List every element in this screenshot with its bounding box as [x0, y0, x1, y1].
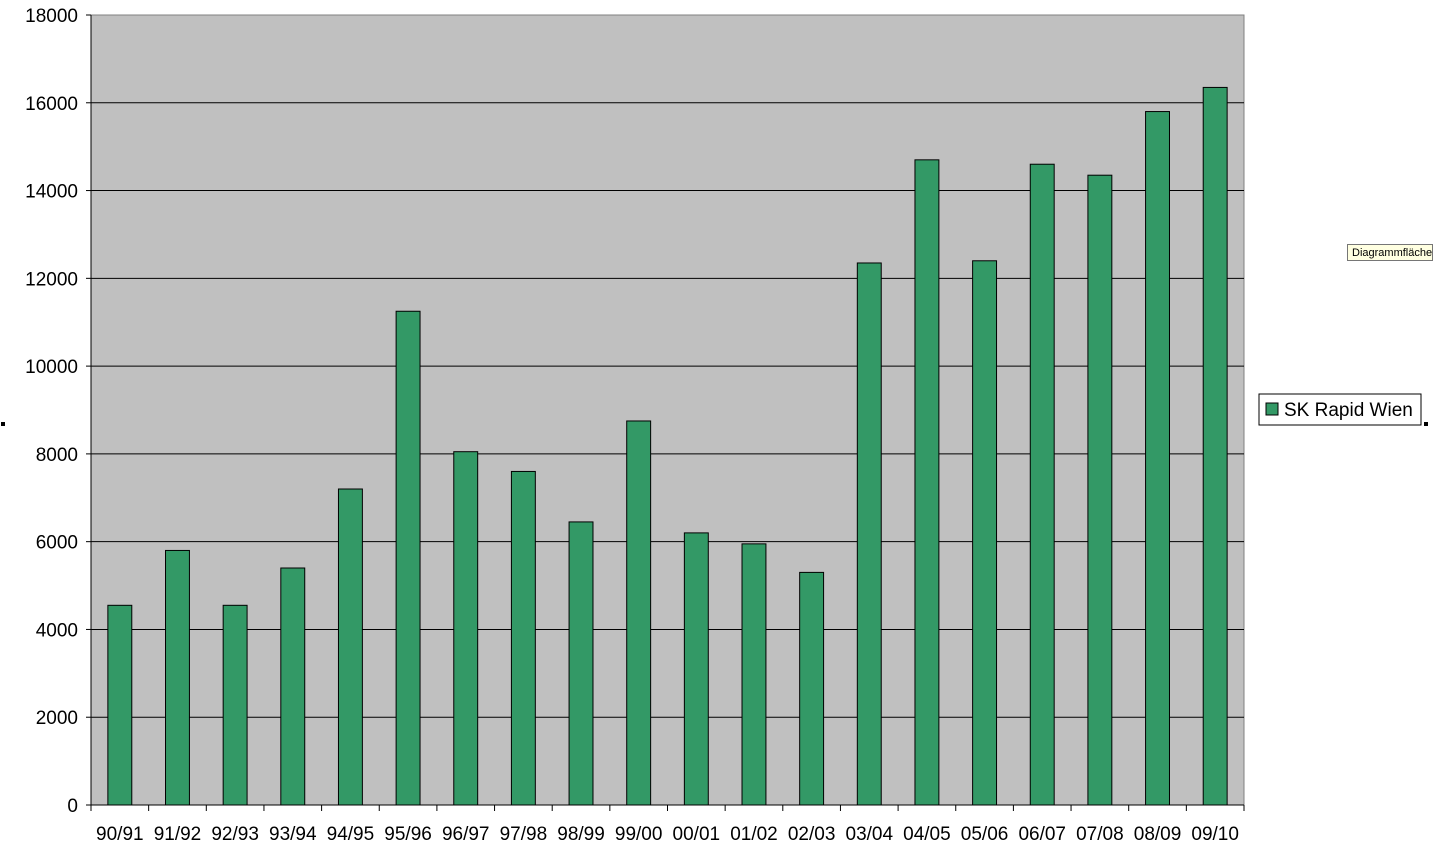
x-axis: 90/91 91/92 92/93 93/94 94/95 95/96 96/97 97/98…	[90, 804, 1245, 845]
x-tick-label: 96/97	[442, 824, 490, 845]
x-tick-label: 03/04	[846, 824, 894, 845]
bar[interactable]	[1202, 86, 1228, 806]
x-tick-label: 97/98	[500, 824, 548, 845]
legend[interactable]: SK Rapid Wien	[1258, 393, 1422, 426]
y-tick-label: 4000	[36, 620, 78, 641]
bar[interactable]	[1145, 111, 1170, 806]
bar[interactable]	[510, 470, 536, 806]
x-tick-label: 00/01	[673, 824, 721, 845]
bar[interactable]	[741, 543, 767, 806]
x-tick-label: 98/99	[557, 824, 605, 845]
bar[interactable]	[107, 604, 133, 806]
legend-box[interactable]	[1258, 393, 1422, 426]
y-axis: 0 2000 4000 6000 8000 10000 12000 14000 16000 180…	[25, 6, 92, 817]
x-tick-label: 91/92	[154, 824, 202, 845]
y-tick-label: 18000	[25, 6, 78, 27]
bar[interactable]	[337, 488, 363, 806]
y-tick-label: 8000	[36, 445, 78, 466]
bar[interactable]	[914, 159, 940, 806]
bar[interactable]	[222, 604, 248, 806]
y-tick-label: 14000	[25, 182, 78, 203]
x-tick-label: 06/07	[1018, 824, 1066, 845]
x-tick-label: 04/05	[903, 824, 951, 845]
bar[interactable]	[856, 262, 882, 806]
y-tick-label: 2000	[36, 708, 78, 729]
x-tick-label: 99/00	[615, 824, 663, 845]
x-tick-label: 93/94	[269, 824, 317, 845]
selection-handle-right[interactable]	[1424, 422, 1428, 426]
x-tick-label: 01/02	[730, 824, 778, 845]
bar[interactable]	[568, 521, 594, 806]
y-tick-label: 0	[67, 796, 78, 817]
x-tick-label: 95/96	[384, 824, 432, 845]
y-tick-label: 16000	[25, 94, 78, 115]
bar[interactable]	[165, 549, 190, 806]
x-tick-label: 90/91	[96, 824, 144, 845]
y-tick-label: 6000	[36, 533, 78, 554]
bar[interactable]	[280, 567, 306, 806]
y-tick-label: 10000	[25, 357, 78, 378]
bar[interactable]	[972, 260, 998, 806]
bar[interactable]	[1029, 163, 1055, 806]
bar[interactable]	[395, 310, 421, 806]
bar[interactable]	[799, 571, 825, 806]
legend-swatch	[1265, 402, 1279, 416]
plot-area[interactable]	[90, 14, 1245, 806]
x-tick-label: 02/03	[788, 824, 836, 845]
y-tick-label: 12000	[25, 269, 78, 290]
x-tick-label: 94/95	[327, 824, 375, 845]
x-tick-label: 08/09	[1134, 824, 1182, 845]
bar[interactable]	[1087, 174, 1113, 806]
x-tick-label: 09/10	[1191, 824, 1239, 845]
bar[interactable]	[626, 420, 652, 806]
selection-handle-left[interactable]	[1, 422, 5, 426]
bar[interactable]	[683, 532, 709, 806]
x-tick-label: 92/93	[211, 824, 259, 845]
tooltip: Diagrammfläche	[1347, 244, 1433, 261]
x-tick-label: 05/06	[961, 824, 1009, 845]
bar[interactable]	[453, 451, 479, 806]
legend-series-name: SK Rapid Wien	[1284, 400, 1413, 421]
x-tick-label: 07/08	[1076, 824, 1124, 845]
